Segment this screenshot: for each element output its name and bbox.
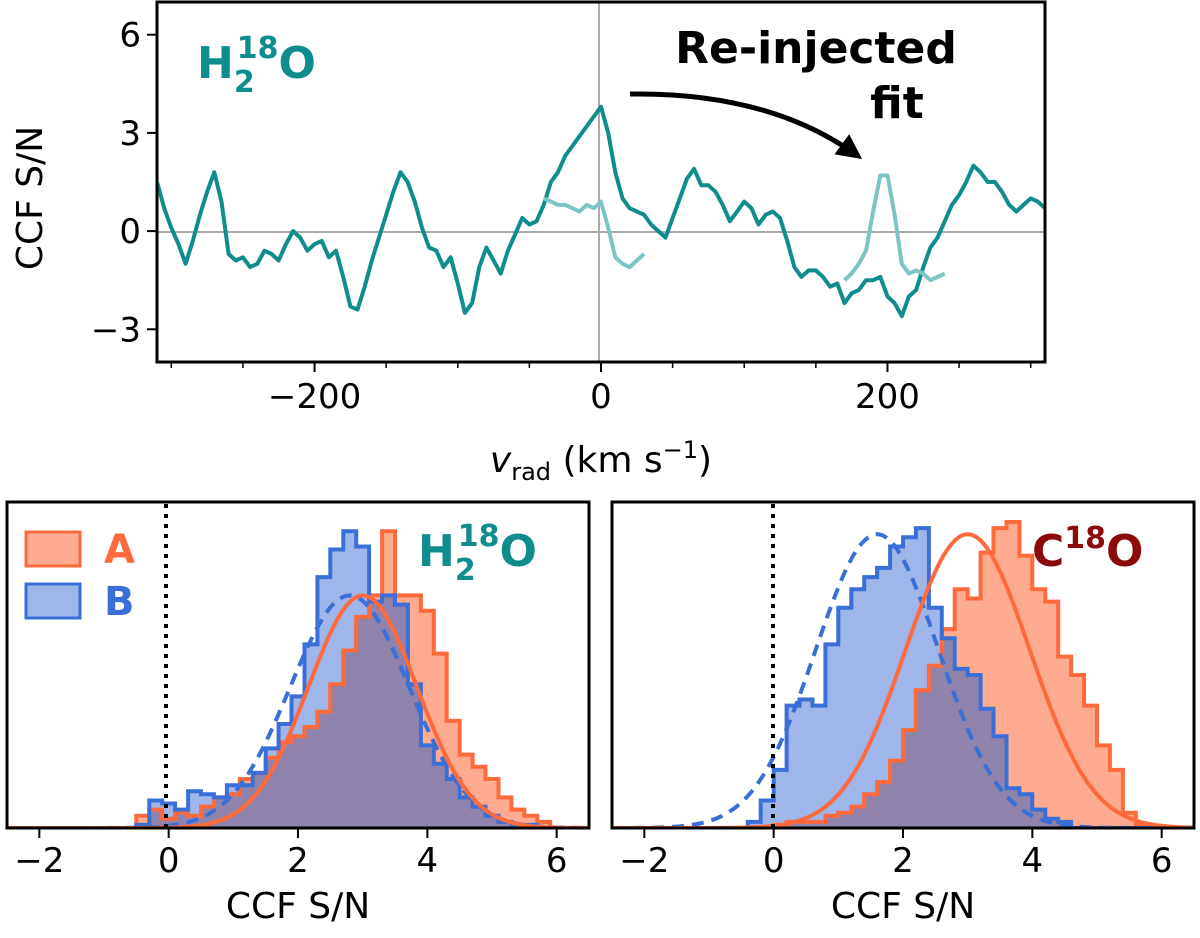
br-hist-overlap-fill bbox=[747, 638, 1162, 828]
legend-item-a: A bbox=[24, 527, 135, 573]
br-xtick-label: −2 bbox=[619, 841, 669, 881]
bl-xtick-label: 0 bbox=[158, 841, 180, 881]
bl-xtick-label: 4 bbox=[417, 841, 439, 881]
legend: A B bbox=[24, 527, 135, 625]
legend-swatch-a bbox=[24, 530, 82, 568]
br-hist-b-step bbox=[745, 526, 1162, 828]
br-hist-a-step bbox=[747, 520, 1162, 828]
top-x-ticks: −200 0 200 bbox=[170, 362, 1032, 417]
annotation-line-1: Re-injected bbox=[675, 23, 957, 74]
bottom-right-panel: −2 0 2 4 6 CCF S/N C18O bbox=[610, 500, 1196, 927]
top-panel: −200 0 200 −3 0 3 6 CCF S/N vrad (km s−1) H21… bbox=[10, 0, 1047, 486]
legend-item-b: B bbox=[24, 579, 135, 625]
br-xtick-label: 4 bbox=[1022, 841, 1044, 881]
br-histogram-group bbox=[612, 520, 1194, 828]
br-xtick-label: 0 bbox=[763, 841, 785, 881]
series-reinjected-fit-1 bbox=[542, 196, 646, 270]
bottom-left-panel: −2 0 2 4 6 CCF S/N A B H218O bbox=[5, 500, 591, 927]
top-ytick-label: 3 bbox=[119, 114, 141, 154]
bl-hist-overlap-fill bbox=[136, 595, 551, 828]
bl-species-label: H218O bbox=[418, 519, 537, 588]
bl-xtick-label: 2 bbox=[287, 841, 309, 881]
top-y-ticks: −3 0 3 6 bbox=[91, 16, 157, 350]
series-observed-ccf bbox=[157, 104, 1045, 319]
top-ytick-label: −3 bbox=[91, 310, 141, 350]
br-xlabel: CCF S/N bbox=[831, 886, 975, 927]
top-xtick-label: −200 bbox=[268, 377, 361, 417]
series-reinjected-fit-2 bbox=[843, 173, 946, 283]
annotation-arrow bbox=[629, 91, 863, 159]
bl-hist-b-step bbox=[134, 529, 551, 828]
bl-xlabel: CCF S/N bbox=[226, 886, 370, 927]
legend-label-a: A bbox=[104, 527, 135, 573]
bl-xtick-label: 6 bbox=[546, 841, 568, 881]
br-xtick-label: 2 bbox=[892, 841, 914, 881]
bl-hist-a-step bbox=[134, 529, 553, 828]
legend-label-b: B bbox=[104, 579, 135, 625]
top-xlabel: vrad (km s−1) bbox=[490, 436, 712, 486]
bl-histogram-group bbox=[7, 529, 589, 828]
top-ytick-label: 0 bbox=[119, 212, 141, 252]
br-x-ticks: −2 0 2 4 6 bbox=[619, 828, 1172, 881]
annotation-line-2: fit bbox=[870, 78, 924, 129]
legend-swatch-b bbox=[24, 582, 82, 620]
top-species-label: H218O bbox=[197, 31, 316, 100]
top-xtick-label: 200 bbox=[855, 377, 920, 417]
bl-x-ticks: −2 0 2 4 6 bbox=[14, 828, 567, 881]
top-series-group bbox=[157, 104, 1045, 319]
br-xtick-label: 6 bbox=[1151, 841, 1173, 881]
bl-fit-a-solid bbox=[7, 593, 589, 828]
br-species-label: C18O bbox=[1032, 521, 1143, 577]
top-ytick-label: 6 bbox=[119, 16, 141, 56]
top-xtick-label: 0 bbox=[590, 377, 612, 417]
bl-xtick-label: −2 bbox=[14, 841, 64, 881]
top-ylabel: CCF S/N bbox=[10, 126, 51, 270]
